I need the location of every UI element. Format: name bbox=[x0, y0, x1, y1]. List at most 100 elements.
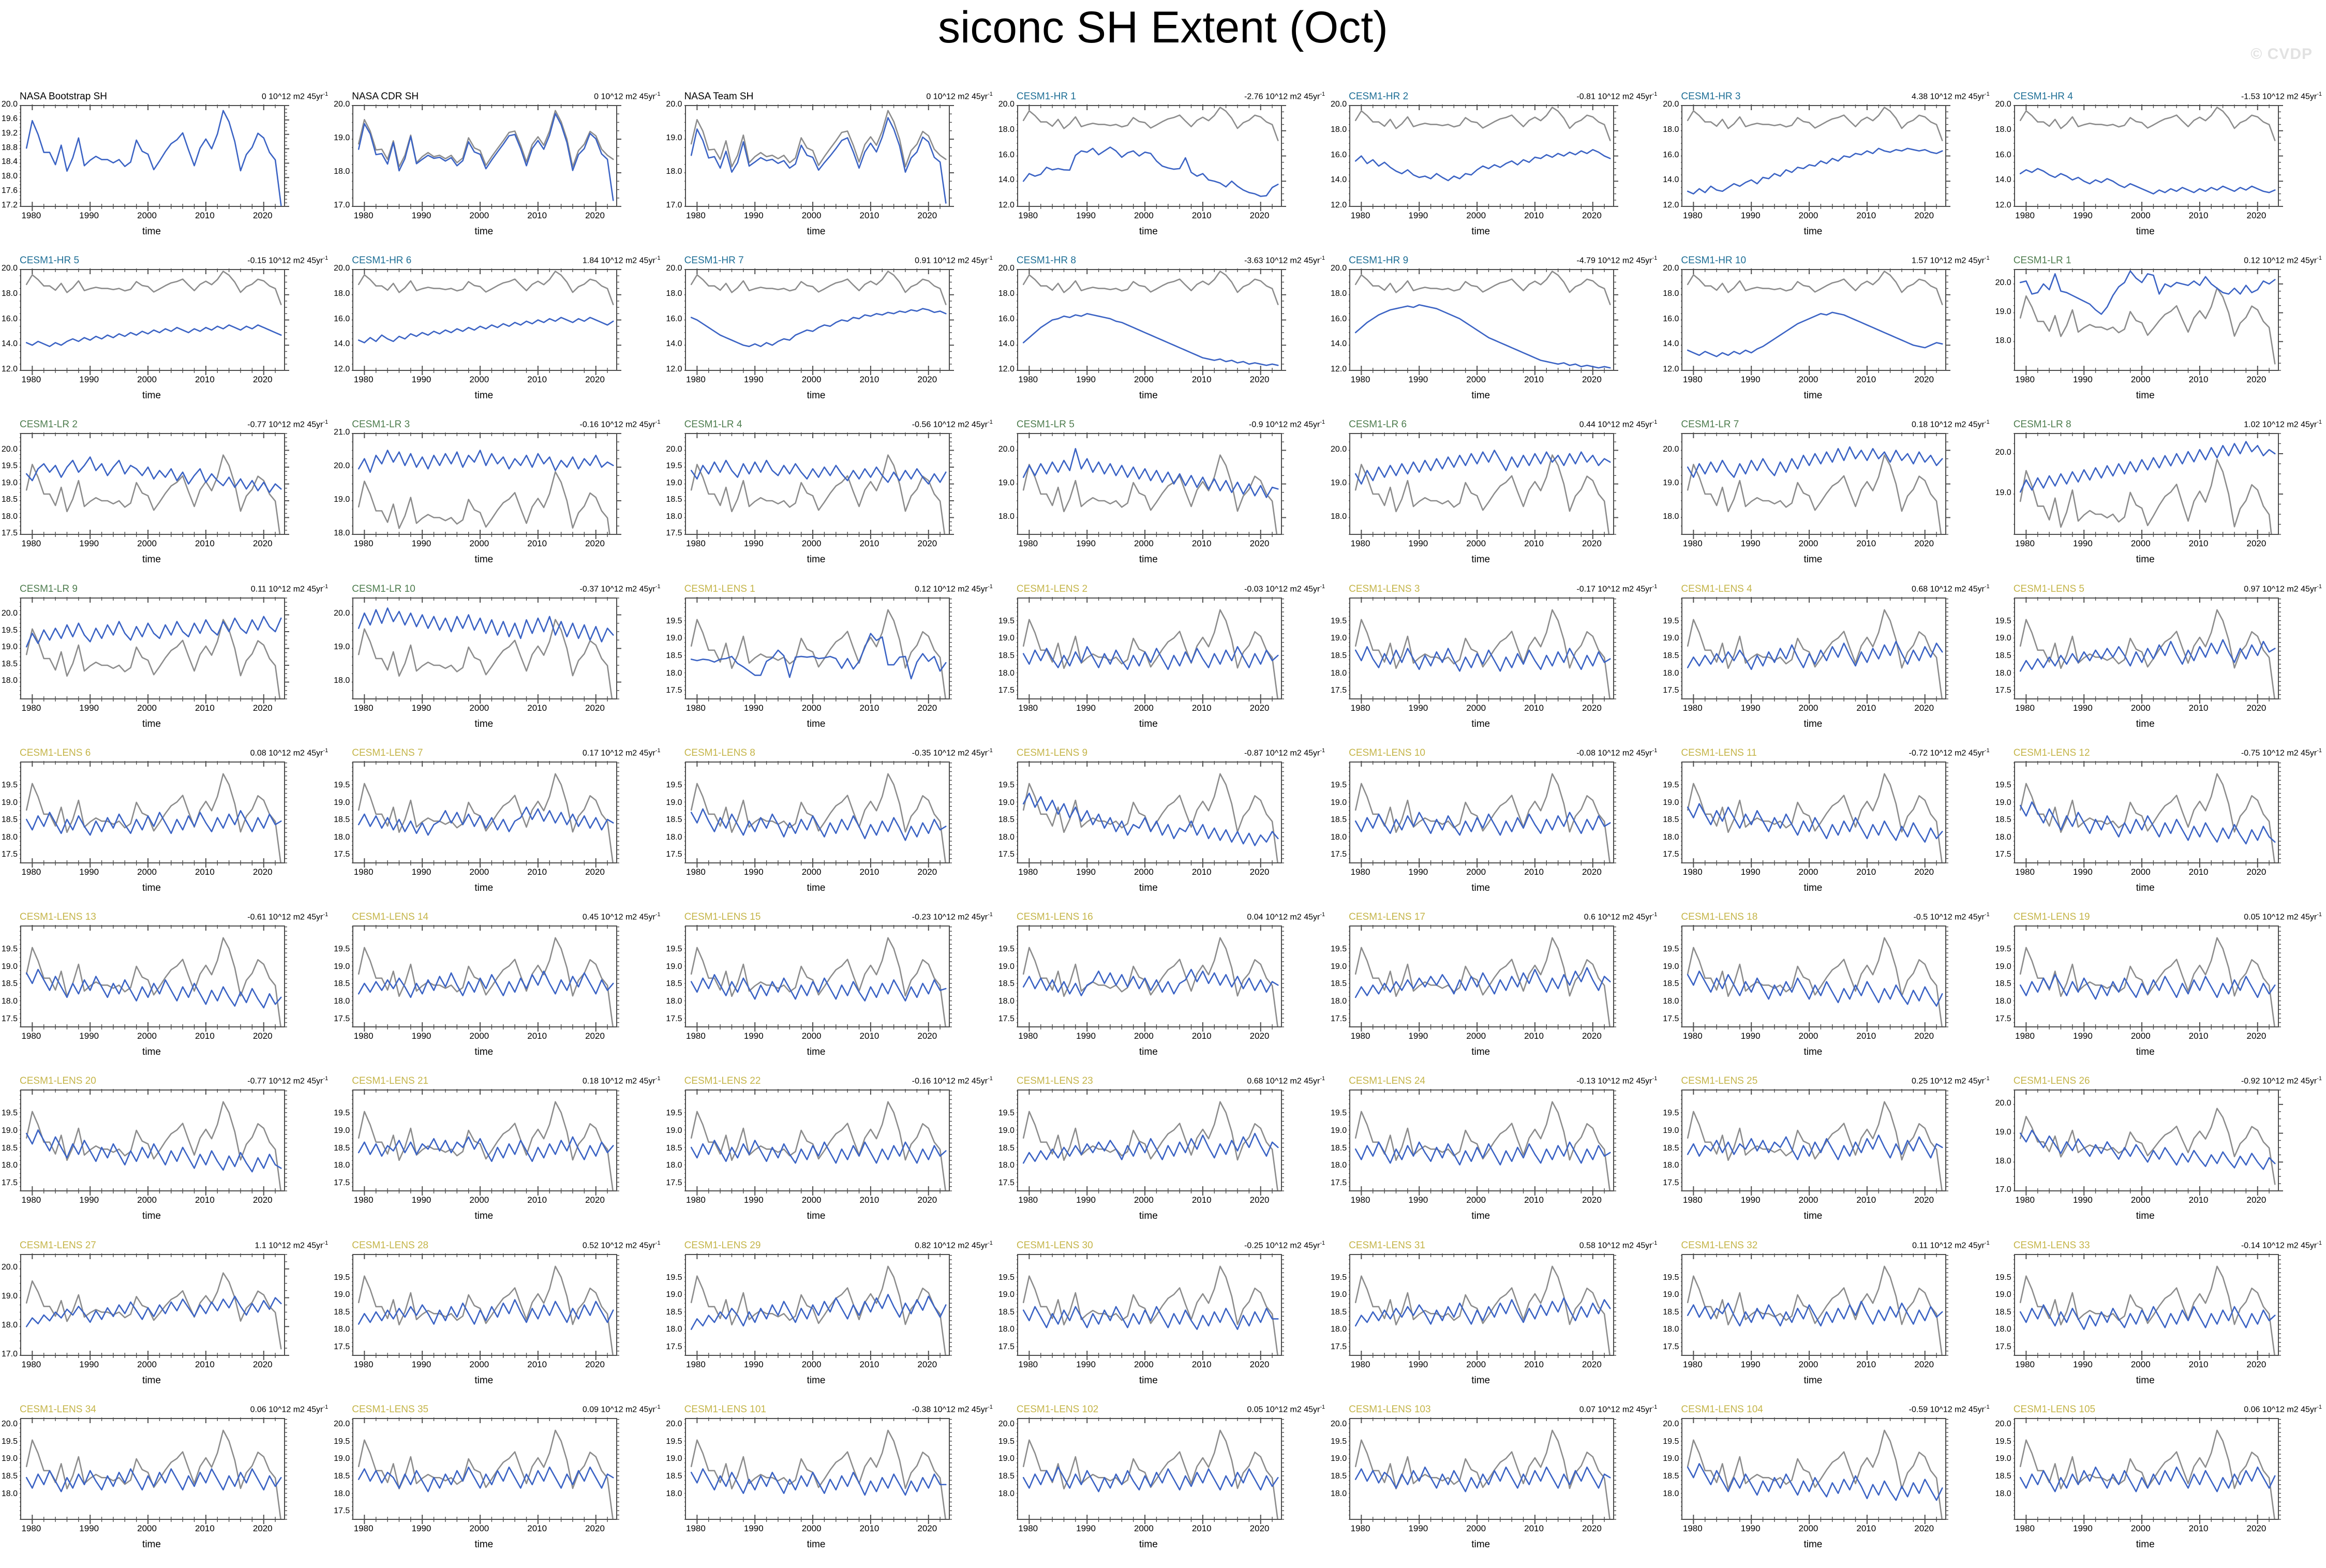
plot-area-cesm1-lens-18[interactable] bbox=[1681, 925, 1957, 1033]
plot-area-cesm1-lens-28[interactable] bbox=[352, 1253, 628, 1362]
plot-area-cesm1-hr-4[interactable] bbox=[2013, 104, 2290, 213]
panel-cesm1-lens-31[interactable]: CESM1-LENS 31 0.58 10^12 m2 45yr-1 19.5 19.… bbox=[1329, 1240, 1661, 1404]
panel-cesm1-lens-105[interactable]: CESM1-LENS 105 0.06 10^12 m2 45yr-1 20.0 19… bbox=[1994, 1404, 2326, 1568]
plot-area-cesm1-lr-10[interactable] bbox=[352, 596, 628, 705]
plot-area-cesm1-hr-7[interactable] bbox=[684, 268, 961, 377]
panel-cesm1-lens-20[interactable]: CESM1-LENS 20 -0.77 10^12 m2 45yr-1 19.5 19… bbox=[0, 1076, 332, 1240]
panel-cesm1-lens-104[interactable]: CESM1-LENS 104 -0.59 10^12 m2 45yr-1 20.0 1… bbox=[1661, 1404, 1993, 1568]
panel-cesm1-lr-7[interactable]: CESM1-LR 7 0.18 10^12 m2 45yr-1 20.0 19.0 18… bbox=[1661, 419, 1993, 583]
panel-cesm1-lens-29[interactable]: CESM1-LENS 29 0.82 10^12 m2 45yr-1 19.5 19.… bbox=[665, 1240, 997, 1404]
panel-cesm1-lr-6[interactable]: CESM1-LR 6 0.44 10^12 m2 45yr-1 20.0 19.0 18… bbox=[1329, 419, 1661, 583]
plot-area-cesm1-lens-6[interactable] bbox=[20, 760, 296, 869]
panel-cesm1-lr-8[interactable]: CESM1-LR 8 1.02 10^12 m2 45yr-1 20.0 19.0 19… bbox=[1994, 419, 2326, 583]
plot-area-cesm1-hr-2[interactable] bbox=[1349, 104, 1625, 213]
panel-cesm1-lens-2[interactable]: CESM1-LENS 2 -0.03 10^12 m2 45yr-1 19.5 19.… bbox=[997, 584, 1329, 748]
plot-area-cesm1-lens-19[interactable] bbox=[2013, 925, 2290, 1033]
panel-cesm1-lens-27[interactable]: CESM1-LENS 27 1.1 10^12 m2 45yr-1 20.0 19.0… bbox=[0, 1240, 332, 1404]
plot-area-cesm1-hr-3[interactable] bbox=[1681, 104, 1957, 213]
plot-area-cesm1-lr-4[interactable] bbox=[684, 432, 961, 541]
panel-cesm1-lens-13[interactable]: CESM1-LENS 13 -0.61 10^12 m2 45yr-1 19.5 19… bbox=[0, 912, 332, 1076]
panel-cesm1-lens-101[interactable]: CESM1-LENS 101 -0.38 10^12 m2 45yr-1 20.0 1… bbox=[665, 1404, 997, 1568]
plot-area-cesm1-lens-20[interactable] bbox=[20, 1089, 296, 1197]
plot-area-cesm1-lens-15[interactable] bbox=[684, 925, 961, 1033]
plot-area-nasa-cdr-sh[interactable] bbox=[352, 104, 628, 213]
plot-area-cesm1-hr-5[interactable] bbox=[20, 268, 296, 377]
plot-area-cesm1-hr-10[interactable] bbox=[1681, 268, 1957, 377]
plot-area-cesm1-lens-9[interactable] bbox=[1016, 760, 1293, 869]
plot-area-cesm1-lens-2[interactable] bbox=[1016, 596, 1293, 705]
panel-cesm1-hr-7[interactable]: CESM1-HR 7 0.91 10^12 m2 45yr-1 20.0 18.0 16… bbox=[665, 255, 997, 419]
plot-area-cesm1-lens-1[interactable] bbox=[684, 596, 961, 705]
panel-cesm1-lens-22[interactable]: CESM1-LENS 22 -0.16 10^12 m2 45yr-1 19.5 19… bbox=[665, 1076, 997, 1240]
panel-cesm1-lens-11[interactable]: CESM1-LENS 11 -0.72 10^12 m2 45yr-1 19.5 19… bbox=[1661, 748, 1993, 912]
panel-cesm1-lens-30[interactable]: CESM1-LENS 30 -0.25 10^12 m2 45yr-1 19.5 19… bbox=[997, 1240, 1329, 1404]
plot-area-cesm1-lens-22[interactable] bbox=[684, 1089, 961, 1197]
panel-cesm1-lens-8[interactable]: CESM1-LENS 8 -0.35 10^12 m2 45yr-1 19.5 19.… bbox=[665, 748, 997, 912]
plot-area-cesm1-lr-6[interactable] bbox=[1349, 432, 1625, 541]
panel-cesm1-lens-4[interactable]: CESM1-LENS 4 0.68 10^12 m2 45yr-1 19.5 19.0… bbox=[1661, 584, 1993, 748]
panel-cesm1-lens-1[interactable]: CESM1-LENS 1 0.12 10^12 m2 45yr-1 19.5 19.0… bbox=[665, 584, 997, 748]
plot-area-cesm1-lens-23[interactable] bbox=[1016, 1089, 1293, 1197]
plot-area-cesm1-lens-31[interactable] bbox=[1349, 1253, 1625, 1362]
panel-nasa-bootstrap-sh[interactable]: NASA Bootstrap SH 0 10^12 m2 45yr-1 20.0 19… bbox=[0, 91, 332, 255]
panel-cesm1-lens-3[interactable]: CESM1-LENS 3 -0.17 10^12 m2 45yr-1 19.5 19.… bbox=[1329, 584, 1661, 748]
plot-area-cesm1-lens-5[interactable] bbox=[2013, 596, 2290, 705]
plot-area-cesm1-hr-9[interactable] bbox=[1349, 268, 1625, 377]
plot-area-cesm1-lens-33[interactable] bbox=[2013, 1253, 2290, 1362]
plot-area-cesm1-lens-103[interactable] bbox=[1349, 1417, 1625, 1526]
panel-cesm1-lens-18[interactable]: CESM1-LENS 18 -0.5 10^12 m2 45yr-1 19.5 19.… bbox=[1661, 912, 1993, 1076]
plot-area-cesm1-lens-24[interactable] bbox=[1349, 1089, 1625, 1197]
panel-cesm1-lens-9[interactable]: CESM1-LENS 9 -0.87 10^12 m2 45yr-1 19.5 19.… bbox=[997, 748, 1329, 912]
plot-area-cesm1-lens-4[interactable] bbox=[1681, 596, 1957, 705]
panel-cesm1-hr-10[interactable]: CESM1-HR 10 1.57 10^12 m2 45yr-1 20.0 18.0 1… bbox=[1661, 255, 1993, 419]
panel-cesm1-lr-10[interactable]: CESM1-LR 10 -0.37 10^12 m2 45yr-1 20.0 19.0… bbox=[332, 584, 664, 748]
plot-area-cesm1-lr-8[interactable] bbox=[2013, 432, 2290, 541]
plot-area-cesm1-lens-10[interactable] bbox=[1349, 760, 1625, 869]
plot-area-cesm1-lens-11[interactable] bbox=[1681, 760, 1957, 869]
panel-cesm1-lens-15[interactable]: CESM1-LENS 15 -0.23 10^12 m2 45yr-1 19.5 19… bbox=[665, 912, 997, 1076]
panel-cesm1-lens-7[interactable]: CESM1-LENS 7 0.17 10^12 m2 45yr-1 19.5 19.0… bbox=[332, 748, 664, 912]
panel-cesm1-hr-2[interactable]: CESM1-HR 2 -0.81 10^12 m2 45yr-1 20.0 18.0 1… bbox=[1329, 91, 1661, 255]
panel-cesm1-lens-19[interactable]: CESM1-LENS 19 0.05 10^12 m2 45yr-1 19.5 19.… bbox=[1994, 912, 2326, 1076]
panel-cesm1-lr-9[interactable]: CESM1-LR 9 0.11 10^12 m2 45yr-1 20.0 19.5 19… bbox=[0, 584, 332, 748]
plot-area-cesm1-lens-34[interactable] bbox=[20, 1417, 296, 1526]
plot-area-cesm1-lr-9[interactable] bbox=[20, 596, 296, 705]
panel-cesm1-lr-4[interactable]: CESM1-LR 4 -0.56 10^12 m2 45yr-1 20.0 19.5 1… bbox=[665, 419, 997, 583]
plot-area-cesm1-lr-7[interactable] bbox=[1681, 432, 1957, 541]
panel-cesm1-hr-5[interactable]: CESM1-HR 5 -0.15 10^12 m2 45yr-1 20.0 18.0 1… bbox=[0, 255, 332, 419]
plot-area-cesm1-lr-3[interactable] bbox=[352, 432, 628, 541]
plot-area-cesm1-lens-12[interactable] bbox=[2013, 760, 2290, 869]
panel-cesm1-lens-12[interactable]: CESM1-LENS 12 -0.75 10^12 m2 45yr-1 19.5 19… bbox=[1994, 748, 2326, 912]
plot-area-cesm1-lens-14[interactable] bbox=[352, 925, 628, 1033]
panel-cesm1-lens-103[interactable]: CESM1-LENS 103 0.07 10^12 m2 45yr-1 20.0 19… bbox=[1329, 1404, 1661, 1568]
plot-area-cesm1-lens-3[interactable] bbox=[1349, 596, 1625, 705]
plot-area-cesm1-lens-13[interactable] bbox=[20, 925, 296, 1033]
plot-area-cesm1-lens-25[interactable] bbox=[1681, 1089, 1957, 1197]
panel-cesm1-lens-24[interactable]: CESM1-LENS 24 -0.13 10^12 m2 45yr-1 19.5 19… bbox=[1329, 1076, 1661, 1240]
plot-area-cesm1-lens-8[interactable] bbox=[684, 760, 961, 869]
panel-cesm1-lr-3[interactable]: CESM1-LR 3 -0.16 10^12 m2 45yr-1 21.0 20.0 1… bbox=[332, 419, 664, 583]
panel-cesm1-lens-102[interactable]: CESM1-LENS 102 0.05 10^12 m2 45yr-1 20.0 19… bbox=[997, 1404, 1329, 1568]
panel-nasa-team-sh[interactable]: NASA Team SH 0 10^12 m2 45yr-1 20.0 19.0 18.… bbox=[665, 91, 997, 255]
plot-area-cesm1-lens-17[interactable] bbox=[1349, 925, 1625, 1033]
plot-area-nasa-team-sh[interactable] bbox=[684, 104, 961, 213]
panel-cesm1-lens-34[interactable]: CESM1-LENS 34 0.06 10^12 m2 45yr-1 20.0 19.… bbox=[0, 1404, 332, 1568]
plot-area-cesm1-hr-6[interactable] bbox=[352, 268, 628, 377]
panel-cesm1-lens-32[interactable]: CESM1-LENS 32 0.11 10^12 m2 45yr-1 19.5 19.… bbox=[1661, 1240, 1993, 1404]
plot-area-cesm1-lens-16[interactable] bbox=[1016, 925, 1293, 1033]
plot-area-cesm1-lens-102[interactable] bbox=[1016, 1417, 1293, 1526]
panel-cesm1-lens-21[interactable]: CESM1-LENS 21 0.18 10^12 m2 45yr-1 19.5 19.… bbox=[332, 1076, 664, 1240]
panel-cesm1-lens-10[interactable]: CESM1-LENS 10 -0.08 10^12 m2 45yr-1 19.5 19… bbox=[1329, 748, 1661, 912]
plot-area-cesm1-lr-5[interactable] bbox=[1016, 432, 1293, 541]
plot-area-cesm1-lens-7[interactable] bbox=[352, 760, 628, 869]
panel-cesm1-lens-35[interactable]: CESM1-LENS 35 0.09 10^12 m2 45yr-1 20.0 19.… bbox=[332, 1404, 664, 1568]
panel-cesm1-hr-9[interactable]: CESM1-HR 9 -4.79 10^12 m2 45yr-1 20.0 18.0 1… bbox=[1329, 255, 1661, 419]
panel-cesm1-lens-23[interactable]: CESM1-LENS 23 0.68 10^12 m2 45yr-1 19.5 19.… bbox=[997, 1076, 1329, 1240]
panel-cesm1-hr-6[interactable]: CESM1-HR 6 1.84 10^12 m2 45yr-1 20.0 18.0 16… bbox=[332, 255, 664, 419]
panel-cesm1-lens-28[interactable]: CESM1-LENS 28 0.52 10^12 m2 45yr-1 19.5 19.… bbox=[332, 1240, 664, 1404]
panel-cesm1-lens-25[interactable]: CESM1-LENS 25 0.25 10^12 m2 45yr-1 19.5 19.… bbox=[1661, 1076, 1993, 1240]
panel-cesm1-lr-2[interactable]: CESM1-LR 2 -0.77 10^12 m2 45yr-1 20.0 19.5 1… bbox=[0, 419, 332, 583]
panel-cesm1-hr-4[interactable]: CESM1-HR 4 -1.53 10^12 m2 45yr-1 20.0 18.0 1… bbox=[1994, 91, 2326, 255]
plot-area-cesm1-hr-8[interactable] bbox=[1016, 268, 1293, 377]
plot-area-cesm1-lens-101[interactable] bbox=[684, 1417, 961, 1526]
